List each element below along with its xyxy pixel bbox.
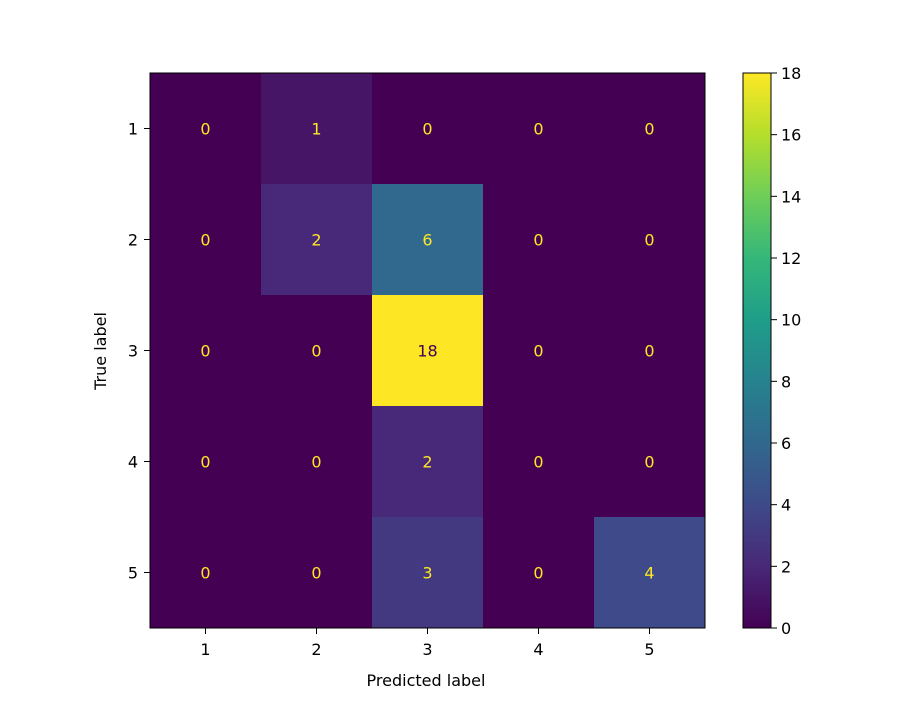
colorbar-tick-label: 14: [781, 187, 801, 206]
x-axis-label: Predicted label: [367, 671, 486, 690]
cell-value-label: 0: [422, 120, 432, 139]
x-axis-ticks: 1 2 3 4 5: [200, 628, 655, 659]
heatmap-cell: [150, 295, 262, 407]
heatmap-cell: [372, 406, 484, 518]
heatmap-cell: [594, 517, 706, 629]
y-tick-label: 4: [128, 453, 138, 472]
heatmap-cell: [150, 517, 262, 629]
cell-value-label: 0: [644, 231, 654, 250]
y-tick-label: 3: [128, 342, 138, 361]
heatmap-cell: [150, 73, 262, 185]
heatmap-cell: [372, 184, 484, 296]
x-tick-label: 3: [422, 640, 432, 659]
y-tick-label: 5: [128, 564, 138, 583]
colorbar-tick-label: 4: [781, 496, 791, 515]
heatmap-cell: [261, 73, 373, 185]
cell-value-label: 0: [311, 342, 321, 361]
heatmap-cell-labels: 0 1 0 0 0 0 2 6 0 0 0 0 18 0 0 0 0 2 0 0 0 0 3 0 4: [200, 120, 654, 583]
colorbar-tick-label: 10: [781, 311, 801, 330]
cell-value-label: 0: [533, 120, 543, 139]
cell-value-label: 0: [200, 342, 210, 361]
cell-value-label: 4: [644, 564, 654, 583]
colorbar-ticks: 0 2 4 6 8 10 12 14 16 18: [771, 64, 801, 638]
cell-value-label: 2: [422, 453, 432, 472]
colorbar-tick-label: 16: [781, 126, 801, 145]
colorbar: 0 2 4 6 8 10 12 14 16 18: [742, 64, 801, 638]
cell-value-label: 0: [200, 564, 210, 583]
heatmap-cells: [150, 73, 706, 629]
y-axis-ticks: 1 2 3 4 5: [128, 120, 150, 583]
heatmap-cell: [483, 73, 595, 185]
cell-value-label: 0: [644, 120, 654, 139]
colorbar-gradient: [743, 73, 771, 628]
heatmap-cell: [483, 184, 595, 296]
heatmap-cell: [594, 73, 706, 185]
heatmap-cell: [372, 517, 484, 629]
cell-value-label: 18: [417, 342, 437, 361]
cell-value-label: 0: [200, 120, 210, 139]
heatmap-cell: [483, 517, 595, 629]
colorbar-tick-label: 12: [781, 249, 801, 268]
heatmap-cell: [594, 184, 706, 296]
cell-value-label: 0: [533, 453, 543, 472]
cell-value-label: 0: [311, 453, 321, 472]
cell-value-label: 6: [422, 231, 432, 250]
heatmap-cell: [483, 406, 595, 518]
heatmap-cell: [261, 517, 373, 629]
heatmap-cell: [150, 184, 262, 296]
cell-value-label: 2: [311, 231, 321, 250]
cell-value-label: 0: [200, 453, 210, 472]
colorbar-tick-label: 2: [781, 557, 791, 576]
colorbar-tick-label: 8: [781, 372, 791, 391]
cell-value-label: 0: [311, 564, 321, 583]
colorbar-frame: [742, 72, 772, 629]
heatmap-cell: [261, 295, 373, 407]
heatmap-cell: [372, 73, 484, 185]
cell-value-label: 3: [422, 564, 432, 583]
x-tick-label: 2: [311, 640, 321, 659]
y-tick-label: 2: [128, 231, 138, 250]
cell-value-label: 0: [533, 231, 543, 250]
cell-value-label: 0: [200, 231, 210, 250]
x-tick-label: 1: [200, 640, 210, 659]
colorbar-tick-label: 6: [781, 434, 791, 453]
y-tick-label: 1: [128, 120, 138, 139]
heatmap-cell: [261, 406, 373, 518]
colorbar-tick-label: 18: [781, 64, 801, 83]
x-tick-label: 5: [644, 640, 654, 659]
cell-value-label: 0: [644, 342, 654, 361]
heatmap-cell: [594, 295, 706, 407]
heatmap-cell: [483, 295, 595, 407]
heatmap-cell: [150, 406, 262, 518]
heatmap-cell: [261, 184, 373, 296]
cell-value-label: 0: [533, 342, 543, 361]
cell-value-label: 1: [311, 120, 321, 139]
heatmap-cell: [372, 295, 484, 407]
cell-value-label: 0: [533, 564, 543, 583]
cell-value-label: 0: [644, 453, 654, 472]
heatmap-cell: [594, 406, 706, 518]
y-axis-label: True label: [91, 312, 110, 391]
colorbar-tick-label: 0: [781, 619, 791, 638]
x-tick-label: 4: [533, 640, 543, 659]
